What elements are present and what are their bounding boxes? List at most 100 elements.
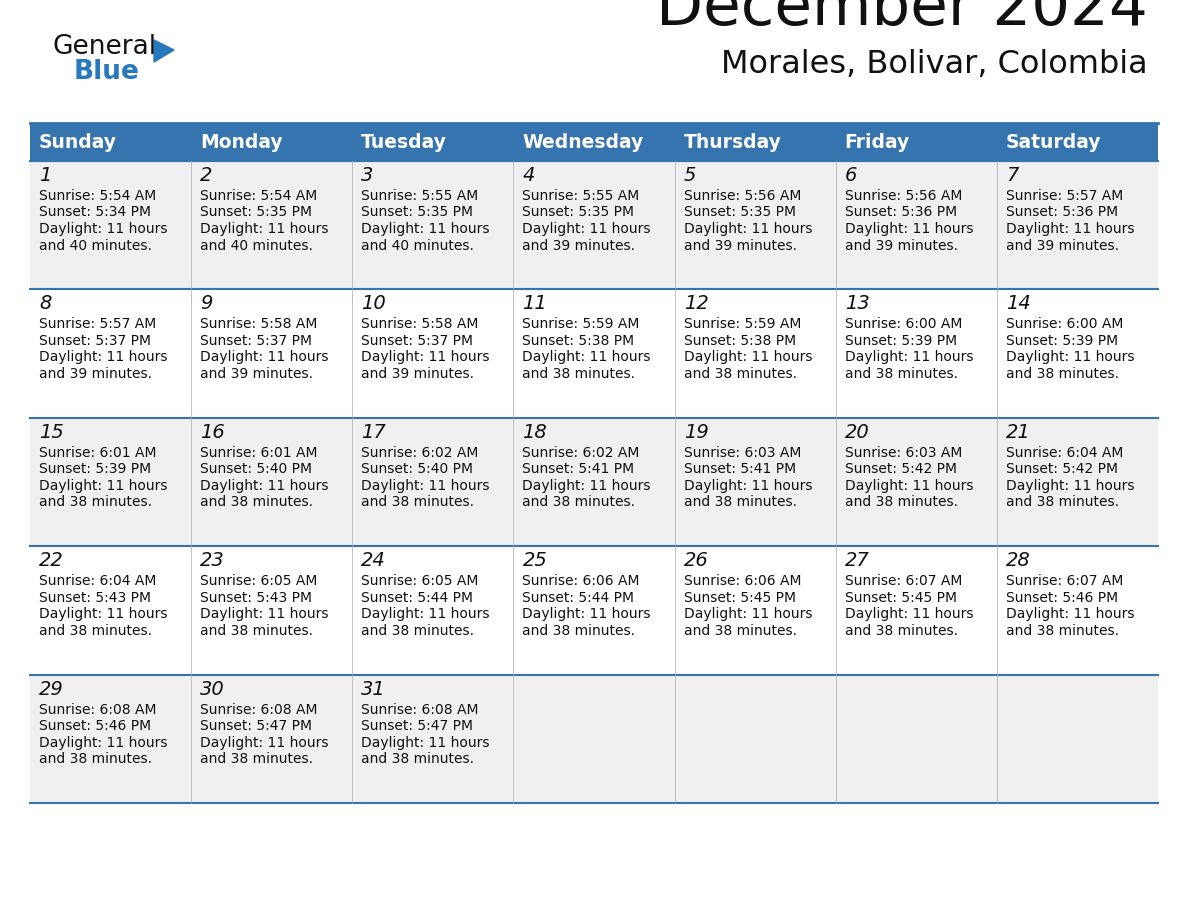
Bar: [353, 161, 513, 289]
Text: and 39 minutes.: and 39 minutes.: [361, 367, 474, 381]
Text: Sunrise: 6:01 AM: Sunrise: 6:01 AM: [200, 446, 317, 460]
Text: 6: 6: [845, 166, 857, 185]
Bar: [997, 123, 1158, 161]
Bar: [191, 675, 353, 803]
Text: General: General: [52, 34, 156, 60]
Bar: [997, 546, 1158, 675]
Text: Wednesday: Wednesday: [523, 132, 644, 151]
Text: Sunset: 5:47 PM: Sunset: 5:47 PM: [200, 719, 312, 733]
Text: Daylight: 11 hours: Daylight: 11 hours: [361, 735, 489, 750]
Bar: [30, 123, 191, 161]
Text: Daylight: 11 hours: Daylight: 11 hours: [200, 735, 329, 750]
Text: Sunrise: 6:07 AM: Sunrise: 6:07 AM: [845, 574, 962, 588]
Text: and 39 minutes.: and 39 minutes.: [523, 239, 636, 252]
Text: Sunrise: 6:00 AM: Sunrise: 6:00 AM: [845, 318, 962, 331]
Text: and 38 minutes.: and 38 minutes.: [523, 496, 636, 509]
Text: and 38 minutes.: and 38 minutes.: [1006, 623, 1119, 638]
Text: and 38 minutes.: and 38 minutes.: [361, 752, 474, 767]
Text: and 40 minutes.: and 40 minutes.: [39, 239, 152, 252]
Bar: [191, 161, 353, 289]
Bar: [675, 123, 835, 161]
Text: December 2024: December 2024: [656, 0, 1148, 38]
Bar: [353, 675, 513, 803]
Bar: [997, 675, 1158, 803]
Text: 22: 22: [39, 551, 64, 570]
Text: Daylight: 11 hours: Daylight: 11 hours: [1006, 607, 1135, 621]
Text: Daylight: 11 hours: Daylight: 11 hours: [523, 222, 651, 236]
Text: Monday: Monday: [200, 132, 283, 151]
Text: and 39 minutes.: and 39 minutes.: [39, 367, 152, 381]
Bar: [30, 161, 191, 289]
Text: 26: 26: [683, 551, 708, 570]
Text: and 39 minutes.: and 39 minutes.: [200, 367, 314, 381]
Bar: [835, 123, 997, 161]
Text: and 39 minutes.: and 39 minutes.: [683, 239, 797, 252]
Text: Sunset: 5:40 PM: Sunset: 5:40 PM: [200, 463, 312, 476]
Text: Sunrise: 5:56 AM: Sunrise: 5:56 AM: [845, 189, 962, 203]
Text: Sunset: 5:35 PM: Sunset: 5:35 PM: [523, 206, 634, 219]
Text: and 38 minutes.: and 38 minutes.: [845, 623, 958, 638]
Bar: [675, 289, 835, 418]
Text: Sunrise: 5:54 AM: Sunrise: 5:54 AM: [39, 189, 157, 203]
Text: Thursday: Thursday: [683, 132, 782, 151]
Text: Friday: Friday: [845, 132, 910, 151]
Text: Daylight: 11 hours: Daylight: 11 hours: [523, 607, 651, 621]
Bar: [353, 289, 513, 418]
Text: 4: 4: [523, 166, 535, 185]
Text: 18: 18: [523, 423, 548, 442]
Text: Sunset: 5:44 PM: Sunset: 5:44 PM: [361, 590, 473, 605]
Text: Daylight: 11 hours: Daylight: 11 hours: [200, 607, 329, 621]
Text: Daylight: 11 hours: Daylight: 11 hours: [39, 351, 168, 364]
Text: Sunset: 5:37 PM: Sunset: 5:37 PM: [39, 334, 151, 348]
Text: Sunrise: 6:08 AM: Sunrise: 6:08 AM: [361, 702, 479, 717]
Text: Daylight: 11 hours: Daylight: 11 hours: [683, 479, 813, 493]
Text: Sunset: 5:38 PM: Sunset: 5:38 PM: [683, 334, 796, 348]
Text: and 38 minutes.: and 38 minutes.: [39, 623, 152, 638]
Text: Sunrise: 6:05 AM: Sunrise: 6:05 AM: [200, 574, 317, 588]
Bar: [835, 675, 997, 803]
Text: 11: 11: [523, 295, 548, 313]
Text: 9: 9: [200, 295, 213, 313]
Text: Sunset: 5:47 PM: Sunset: 5:47 PM: [361, 719, 473, 733]
Text: Morales, Bolivar, Colombia: Morales, Bolivar, Colombia: [721, 49, 1148, 80]
Text: Sunrise: 6:06 AM: Sunrise: 6:06 AM: [683, 574, 801, 588]
Text: 5: 5: [683, 166, 696, 185]
Text: Daylight: 11 hours: Daylight: 11 hours: [845, 222, 973, 236]
Text: Daylight: 11 hours: Daylight: 11 hours: [523, 479, 651, 493]
Bar: [353, 123, 513, 161]
Text: Sunset: 5:36 PM: Sunset: 5:36 PM: [1006, 206, 1118, 219]
Bar: [997, 289, 1158, 418]
Text: 7: 7: [1006, 166, 1018, 185]
Text: Sunrise: 6:08 AM: Sunrise: 6:08 AM: [39, 702, 157, 717]
Bar: [835, 546, 997, 675]
Text: Daylight: 11 hours: Daylight: 11 hours: [39, 222, 168, 236]
Text: Sunrise: 6:05 AM: Sunrise: 6:05 AM: [361, 574, 479, 588]
Text: Tuesday: Tuesday: [361, 132, 447, 151]
Text: 8: 8: [39, 295, 51, 313]
Text: and 38 minutes.: and 38 minutes.: [361, 496, 474, 509]
Text: Daylight: 11 hours: Daylight: 11 hours: [845, 479, 973, 493]
Text: and 39 minutes.: and 39 minutes.: [845, 239, 958, 252]
Text: 17: 17: [361, 423, 386, 442]
Text: Sunrise: 5:58 AM: Sunrise: 5:58 AM: [361, 318, 479, 331]
Bar: [30, 675, 191, 803]
Text: Daylight: 11 hours: Daylight: 11 hours: [39, 607, 168, 621]
Text: Daylight: 11 hours: Daylight: 11 hours: [200, 479, 329, 493]
Text: Daylight: 11 hours: Daylight: 11 hours: [683, 351, 813, 364]
Text: 23: 23: [200, 551, 225, 570]
Text: and 38 minutes.: and 38 minutes.: [39, 496, 152, 509]
Text: Sunset: 5:42 PM: Sunset: 5:42 PM: [1006, 463, 1118, 476]
Text: and 38 minutes.: and 38 minutes.: [1006, 496, 1119, 509]
Text: Sunrise: 6:08 AM: Sunrise: 6:08 AM: [200, 702, 317, 717]
Text: 28: 28: [1006, 551, 1031, 570]
Text: Sunset: 5:37 PM: Sunset: 5:37 PM: [361, 334, 473, 348]
Text: 25: 25: [523, 551, 548, 570]
Text: Sunrise: 5:56 AM: Sunrise: 5:56 AM: [683, 189, 801, 203]
Bar: [513, 123, 675, 161]
Bar: [835, 418, 997, 546]
Text: Sunrise: 5:59 AM: Sunrise: 5:59 AM: [523, 318, 640, 331]
Bar: [513, 161, 675, 289]
Text: Sunrise: 5:59 AM: Sunrise: 5:59 AM: [683, 318, 801, 331]
Text: and 38 minutes.: and 38 minutes.: [683, 496, 797, 509]
Text: Sunrise: 5:55 AM: Sunrise: 5:55 AM: [523, 189, 639, 203]
